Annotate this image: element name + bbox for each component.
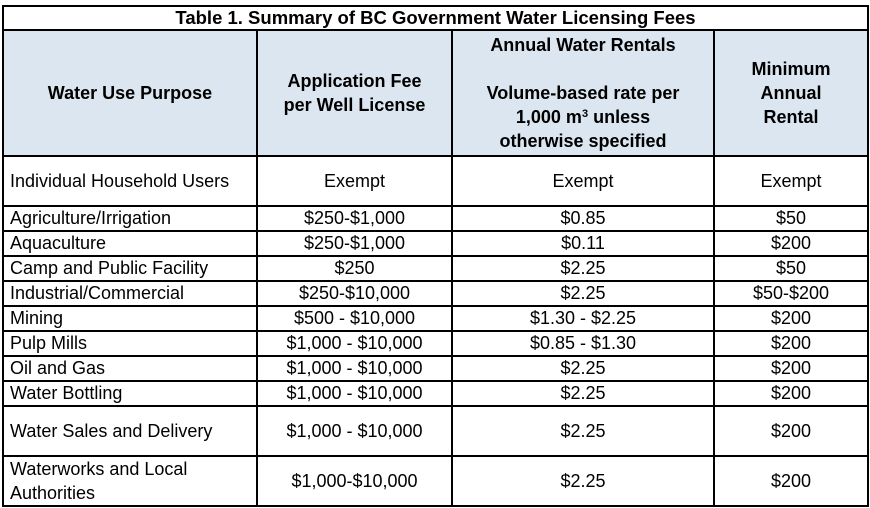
table-row: Water Sales and Delivery $1,000 - $10,00… xyxy=(2,405,869,457)
cell-minimum-rental: $200 xyxy=(713,380,869,407)
cell-application-fee: $1,000 - $10,000 xyxy=(256,330,453,357)
cell-purpose: Agriculture/Irrigation xyxy=(2,205,258,232)
table-row: Waterworks and Local Authorities $1,000-… xyxy=(2,455,869,507)
cell-application-fee: $250-$1,000 xyxy=(256,230,453,257)
cell-volume-rate: $0.85 - $1.30 xyxy=(451,330,715,357)
header-line: per Well License xyxy=(283,95,426,115)
cell-volume-rate: $2.25 xyxy=(451,380,715,407)
water-licensing-fees-table: Table 1. Summary of BC Government Water … xyxy=(2,5,869,507)
superscript: 3 xyxy=(581,108,589,120)
cell-application-fee: $1,000 - $10,000 xyxy=(256,380,453,407)
table-row: Camp and Public Facility $250 $2.25 $50 xyxy=(2,255,869,282)
header-line: otherwise specified xyxy=(499,131,667,151)
header-line: Minimum xyxy=(751,59,831,79)
table-row: Mining $500 - $10,000 $1.30 - $2.25 $200 xyxy=(2,305,869,332)
cell-application-fee: $500 - $10,000 xyxy=(256,305,453,332)
cell-volume-rate: $2.25 xyxy=(451,355,715,382)
table-title-row: Table 1. Summary of BC Government Water … xyxy=(2,5,869,31)
column-header-purpose: Water Use Purpose xyxy=(2,29,258,157)
cell-purpose: Mining xyxy=(2,305,258,332)
table-title: Table 1. Summary of BC Government Water … xyxy=(2,5,869,31)
table-row: Oil and Gas $1,000 - $10,000 $2.25 $200 xyxy=(2,355,869,382)
column-header-minimum-rental: Minimum Annual Rental xyxy=(713,29,869,157)
table-row: Agriculture/Irrigation $250-$1,000 $0.85… xyxy=(2,205,869,232)
column-header-application-fee: Application Fee per Well License xyxy=(256,29,453,157)
cell-minimum-rental: Exempt xyxy=(713,155,869,207)
cell-minimum-rental: $200 xyxy=(713,405,869,457)
header-line: Rental xyxy=(763,107,819,127)
header-line: unless xyxy=(588,107,651,127)
header-heading: Annual Water Rentals xyxy=(490,35,676,55)
cell-application-fee: $1,000 - $10,000 xyxy=(256,405,453,457)
header-line: 1,000 m xyxy=(515,107,582,127)
cell-volume-rate: $2.25 xyxy=(451,405,715,457)
cell-minimum-rental: $200 xyxy=(713,355,869,382)
table-header-row: Water Use Purpose Application Fee per We… xyxy=(2,29,869,157)
cell-purpose: Waterworks and Local Authorities xyxy=(2,455,258,507)
cell-application-fee: $250-$10,000 xyxy=(256,280,453,307)
cell-volume-rate: $2.25 xyxy=(451,455,715,507)
cell-volume-rate: $2.25 xyxy=(451,255,715,282)
table-row: Aquaculture $250-$1,000 $0.11 $200 xyxy=(2,230,869,257)
cell-purpose: Water Bottling xyxy=(2,380,258,407)
cell-volume-rate: $2.25 xyxy=(451,280,715,307)
cell-application-fee: $1,000 - $10,000 xyxy=(256,355,453,382)
cell-volume-rate: $0.11 xyxy=(451,230,715,257)
cell-minimum-rental: $200 xyxy=(713,330,869,357)
cell-application-fee: $1,000-$10,000 xyxy=(256,455,453,507)
cell-application-fee: $250 xyxy=(256,255,453,282)
cell-purpose: Aquaculture xyxy=(2,230,258,257)
cell-purpose: Oil and Gas xyxy=(2,355,258,382)
cell-minimum-rental: $200 xyxy=(713,305,869,332)
cell-purpose: Water Sales and Delivery xyxy=(2,405,258,457)
table-row: Industrial/Commercial $250-$10,000 $2.25… xyxy=(2,280,869,307)
header-line: Annual xyxy=(760,83,822,103)
cell-minimum-rental: $200 xyxy=(713,455,869,507)
cell-volume-rate: $1.30 - $2.25 xyxy=(451,305,715,332)
table-row: Water Bottling $1,000 - $10,000 $2.25 $2… xyxy=(2,380,869,407)
header-line: Volume-based rate per xyxy=(486,83,680,103)
cell-application-fee: $250-$1,000 xyxy=(256,205,453,232)
header-line: Application Fee xyxy=(287,71,422,91)
header-spacer xyxy=(459,57,707,81)
cell-application-fee: Exempt xyxy=(256,155,453,207)
column-header-annual-rentals: Annual Water Rentals Volume-based rate p… xyxy=(451,29,715,157)
cell-minimum-rental: $50-$200 xyxy=(713,280,869,307)
table-row: Pulp Mills $1,000 - $10,000 $0.85 - $1.3… xyxy=(2,330,869,357)
cell-minimum-rental: $200 xyxy=(713,230,869,257)
cell-volume-rate: $0.85 xyxy=(451,205,715,232)
cell-volume-rate: Exempt xyxy=(451,155,715,207)
table-row: Individual Household Users Exempt Exempt… xyxy=(2,155,869,207)
cell-purpose: Individual Household Users xyxy=(2,155,258,207)
cell-purpose: Industrial/Commercial xyxy=(2,280,258,307)
cell-purpose: Camp and Public Facility xyxy=(2,255,258,282)
cell-purpose: Pulp Mills xyxy=(2,330,258,357)
cell-minimum-rental: $50 xyxy=(713,255,869,282)
cell-minimum-rental: $50 xyxy=(713,205,869,232)
